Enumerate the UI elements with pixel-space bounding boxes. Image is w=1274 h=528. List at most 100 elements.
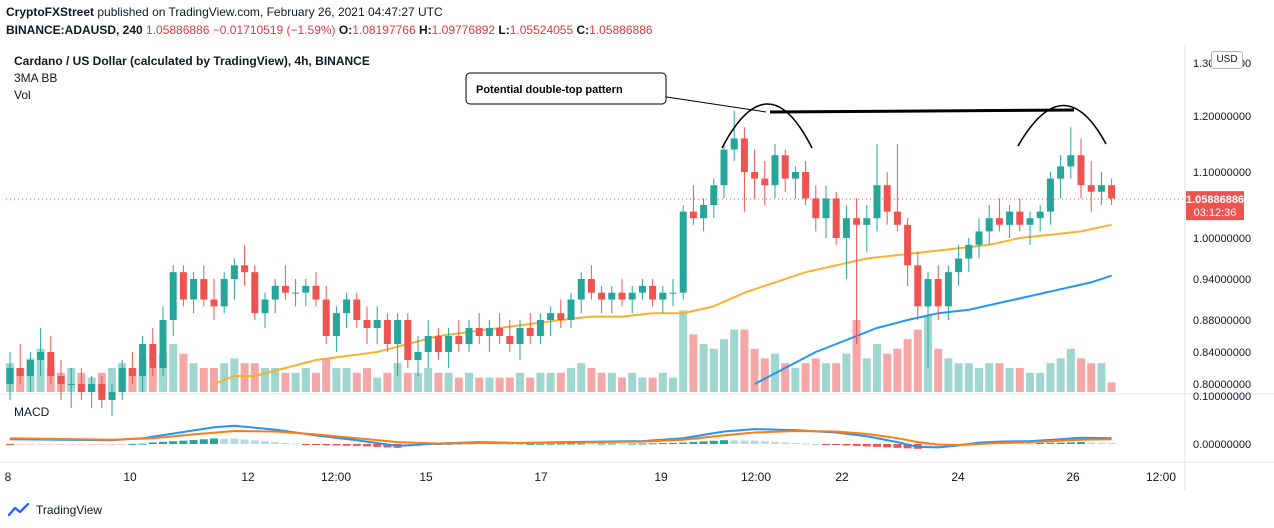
candle-body: [812, 198, 820, 219]
candle: [791, 166, 799, 199]
candle: [179, 265, 187, 307]
candle-body: [1097, 185, 1105, 192]
candle-body: [700, 205, 708, 219]
time-axis-label: 19: [654, 470, 668, 484]
legend-indicator[interactable]: 3MA BB: [14, 71, 58, 85]
macd-histogram-bar: [1077, 442, 1085, 444]
candle-body: [128, 368, 136, 376]
candle-body: [761, 178, 769, 186]
candle-body: [149, 344, 157, 368]
candle: [1057, 155, 1065, 199]
macd-histogram-bar: [1107, 443, 1116, 445]
candle-body: [730, 138, 738, 150]
volume-bar: [414, 372, 422, 392]
macd-histogram-bar: [210, 438, 218, 444]
candle: [230, 258, 238, 300]
volume-bar: [822, 363, 830, 392]
legend-volume[interactable]: Vol: [14, 88, 31, 102]
candle-body: [302, 285, 310, 293]
macd-histogram-bar: [556, 443, 565, 445]
candle-body: [873, 185, 881, 219]
volume-bar: [689, 334, 698, 392]
candle-body: [16, 368, 24, 376]
volume-bar: [505, 377, 514, 392]
macd-histogram-bar: [862, 444, 871, 447]
candle-body: [975, 231, 983, 245]
candle: [700, 198, 708, 232]
candle-body: [638, 285, 646, 293]
volume-bar: [1097, 363, 1106, 392]
candle: [322, 285, 330, 344]
candle-body: [1087, 185, 1095, 192]
macd-histogram-bar: [893, 444, 902, 448]
open-label: O:: [338, 23, 353, 37]
currency-button[interactable]: USD: [1211, 51, 1243, 69]
macd-histogram-bar: [781, 442, 790, 444]
volume-bar: [454, 377, 463, 392]
volume-bar: [352, 372, 361, 392]
candle: [506, 320, 514, 352]
candle-body: [557, 313, 565, 320]
candle-body: [689, 211, 697, 219]
volume-bar: [1026, 372, 1034, 392]
candle-body: [934, 279, 942, 307]
volume-bar: [516, 372, 524, 392]
volume-bar: [393, 363, 402, 392]
time-axis-label: 26: [1066, 470, 1080, 484]
macd-histogram-bar: [1087, 442, 1096, 444]
volume-bar: [587, 368, 596, 392]
macd-histogram-bar: [57, 444, 65, 445]
time-axis-label: 12:00: [321, 470, 351, 484]
candle-body: [332, 313, 340, 336]
macd-histogram-bar: [271, 442, 280, 444]
macd-histogram-bar: [220, 438, 229, 444]
macd-histogram-bar: [924, 444, 932, 448]
publisher-name[interactable]: CryptoFXStreet: [6, 5, 95, 19]
volume-bar: [852, 320, 861, 392]
macd-axis-label: 0.10000000: [1193, 391, 1251, 403]
macd-histogram-bar: [138, 443, 147, 445]
macd-histogram-bar: [842, 444, 851, 446]
candle-body: [771, 155, 779, 186]
symbol-label: BINANCE:ADAUSD, 240: [6, 23, 143, 37]
price-chart[interactable]: 1.0588688603:12:361.300000001.200000001.…: [0, 0, 1274, 496]
volume-bar: [240, 363, 249, 392]
candle: [210, 279, 218, 320]
candle: [465, 320, 473, 352]
macd-histogram-bar: [281, 442, 290, 444]
candle: [853, 198, 861, 344]
volume-bar: [373, 377, 382, 392]
volume-bar: [658, 372, 667, 392]
price-tag-box: [1186, 191, 1244, 221]
double-top-annotation: Potential double-top pattern: [465, 72, 1107, 149]
candle-body: [77, 384, 85, 392]
legend-macd[interactable]: MACD: [14, 405, 50, 419]
candle-body: [455, 336, 463, 344]
macd-histogram-bar: [383, 444, 392, 448]
macd-histogram-bar: [87, 444, 96, 445]
candle: [720, 144, 728, 199]
low-label: L:: [498, 23, 510, 37]
macd-histogram-bar: [97, 444, 106, 445]
time-axis-label: 12:00: [1146, 470, 1176, 484]
candle: [1016, 198, 1024, 232]
candle-body: [475, 328, 483, 336]
candle: [139, 336, 147, 392]
candle-body: [598, 292, 606, 300]
candle-body: [853, 218, 861, 225]
volume-bar: [1107, 382, 1116, 392]
volume-bar: [597, 372, 606, 392]
tradingview-logo[interactable]: TradingView: [8, 503, 102, 517]
candle-body: [883, 185, 891, 212]
candle: [312, 272, 320, 307]
candle: [618, 279, 626, 307]
time-axis: 8 10 12 12:00 15 17 19 12:00 22 24 26 12:00: [5, 470, 1177, 484]
price-change: −0.01710519 (−1.59%): [212, 23, 336, 37]
volume-bar: [995, 363, 1004, 392]
candles: [6, 110, 1116, 416]
candle-body: [710, 185, 718, 205]
macd-histogram-bar: [230, 438, 239, 444]
volume-bar: [781, 363, 790, 392]
candle-body: [57, 376, 65, 384]
